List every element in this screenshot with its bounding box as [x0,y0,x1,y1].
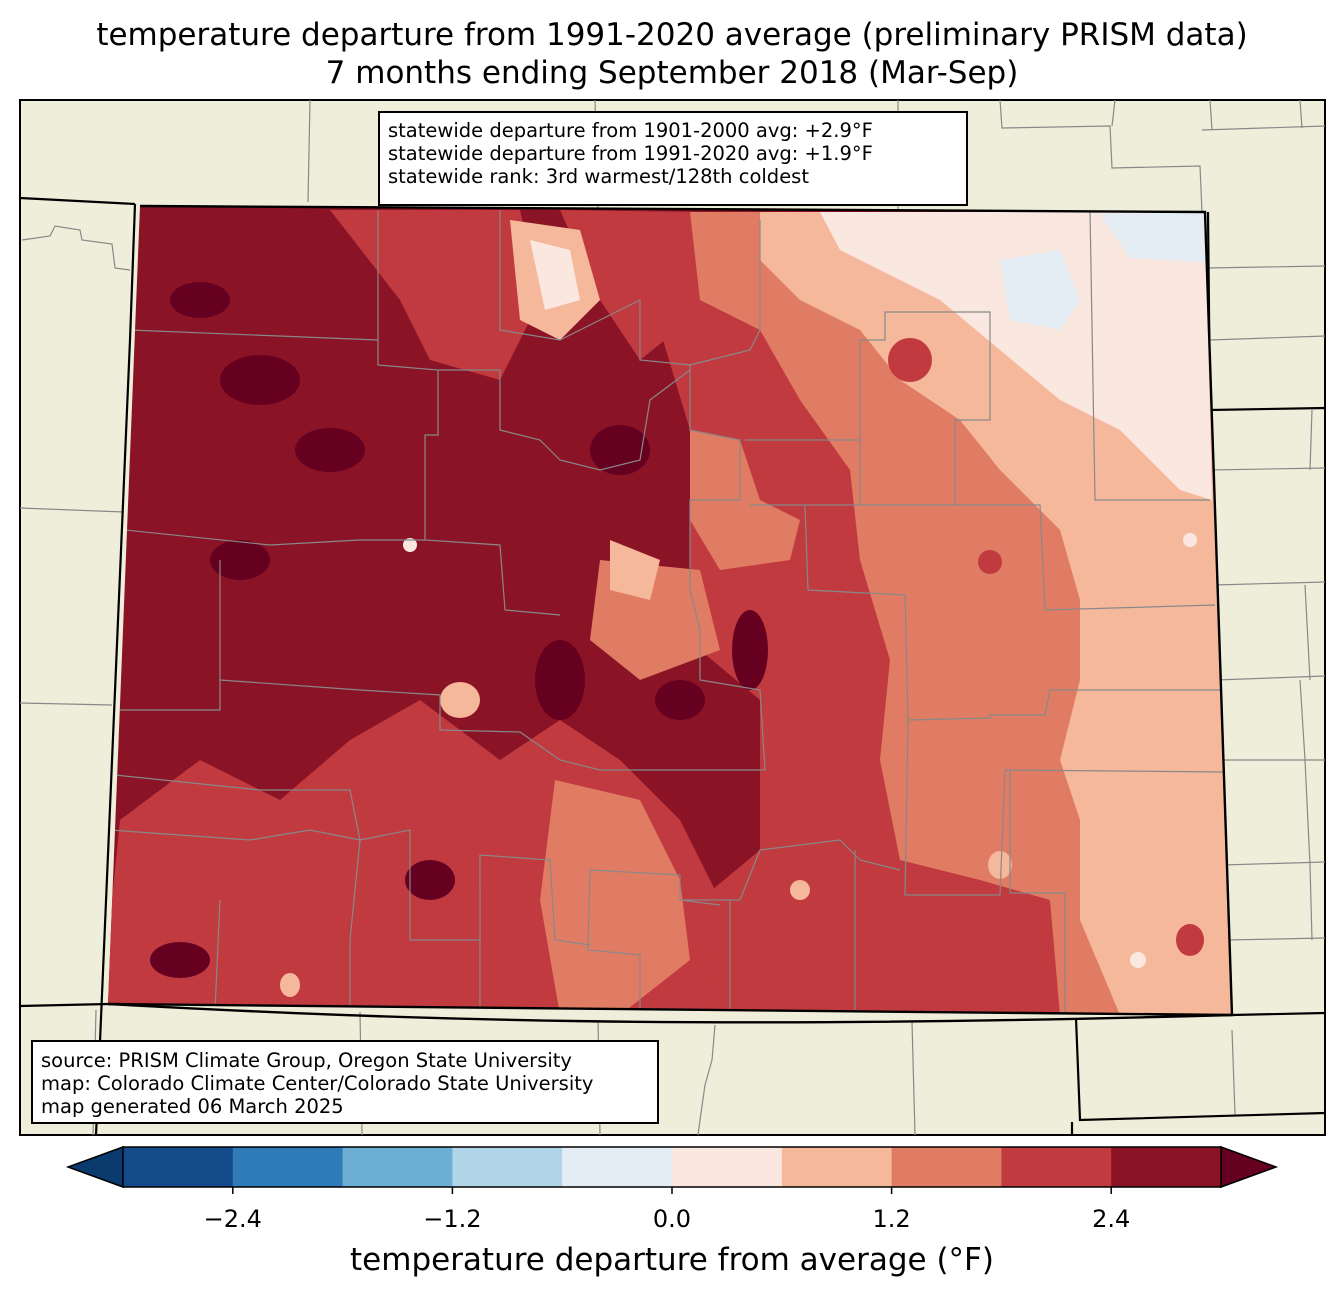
colorbar-bin [781,1147,893,1187]
colorbar-extend-low [65,1145,124,1189]
source-line1: source: PRISM Climate Group, Oregon Stat… [41,1049,572,1072]
source-line2: map: Colorado Climate Center/Colorado St… [41,1072,594,1095]
colorado-border [107,204,1234,1017]
colorbar-bin [1001,1147,1112,1187]
colorbar-bin [1111,1147,1222,1187]
colorbar-tick-label: 1.2 [872,1205,911,1233]
colorbar-label: temperature departure from average (°F) [350,1242,994,1278]
statewide-stats-box: statewide departure from 1901-2000 avg: … [378,111,968,206]
colorbar-tick-label: 0.0 [652,1205,692,1233]
colorbar-bin [562,1147,673,1187]
colorbar-bin [452,1147,563,1187]
colorbar-tick-label: −1.2 [423,1205,482,1233]
colorbar-bin [123,1147,234,1187]
map-title-line2: 7 months ending September 2018 (Mar-Sep) [325,55,1019,91]
source-line3: map generated 06 March 2025 [41,1095,344,1118]
stats-line2: statewide departure from 1991-2020 avg: … [388,142,873,165]
colorbar-bin [891,1147,1002,1187]
map-title-line1: temperature departure from 1991-2020 ave… [96,17,1248,53]
source-box: source: PRISM Climate Group, Oregon Stat… [31,1040,659,1124]
colorbar-bin [232,1147,344,1187]
county-lines [109,209,1226,1015]
colorbar-tick-label: −2.4 [203,1205,262,1233]
temperature-field [108,206,1232,1015]
colorbar-tick-label: 2.4 [1092,1205,1131,1233]
stats-line3: statewide rank: 3rd warmest/128th coldes… [388,165,809,188]
colorbar-bin [672,1147,783,1187]
stats-line1: statewide departure from 1901-2000 avg: … [388,119,873,142]
colorbar-extend-high [1220,1145,1279,1189]
colorbar-bin [342,1147,453,1187]
